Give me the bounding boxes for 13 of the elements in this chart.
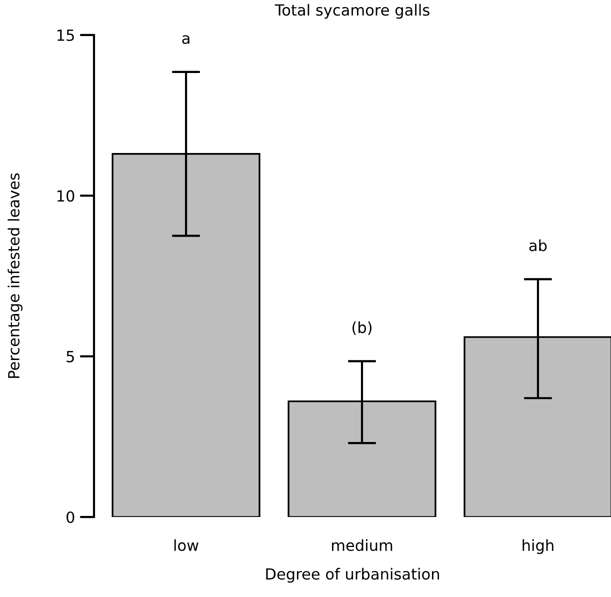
y-tick-label: 0 [66,511,74,524]
chart-title: Total sycamore galls [274,4,430,19]
x-tick-label: low [174,539,198,552]
x-tick-label: high [522,539,554,554]
annotation: ab [529,239,547,252]
y-tick-label: 15 [57,30,74,42]
annotation: a [182,35,190,44]
y-axis-title: Percentage infested leaves [8,173,22,378]
y-tick-label: 5 [66,351,74,362]
annotation: (b) [352,321,372,335]
x-axis-title: Degree of urbanisation [266,568,439,583]
y-tick-label: 10 [57,190,74,202]
x-tick-label: medium [332,539,392,552]
